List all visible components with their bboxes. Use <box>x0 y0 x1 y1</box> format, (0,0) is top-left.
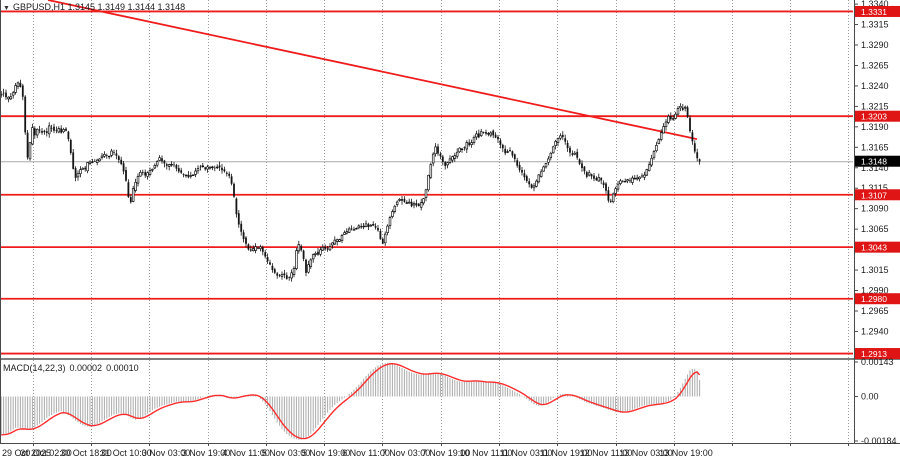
ohlc-quote-values: 1.3145 1.3149 1.3144 1.3148 <box>67 2 186 12</box>
candlestick-layer <box>0 79 701 282</box>
level-price-badge: 1.2980 <box>855 293 900 305</box>
indicator-tick-label: -0.00184 <box>861 436 897 446</box>
time-tick-label: 11 Nov 03:00 <box>500 448 553 458</box>
time-tick-label: 5 Nov 19:00 <box>302 448 351 458</box>
price-tick-label: 1.3165 <box>861 142 889 152</box>
time-tick-label: 13 Nov 03:00 <box>619 448 673 458</box>
indicator-main-value: 0.00002 <box>69 363 103 373</box>
indicator-signal-value: 0.00010 <box>106 363 139 373</box>
macd-signal-line <box>1 363 701 440</box>
time-tick-label: 31 Oct 10:00 <box>100 448 152 458</box>
indicator-name: MACD(14,22,3) <box>3 363 66 373</box>
time-tick-label: 11 Nov 19:00 <box>540 448 593 458</box>
price-tick-label: 1.3240 <box>861 81 889 91</box>
time-tick-label: 7 Nov 19:00 <box>422 448 471 458</box>
time-tick-label: 4 Nov 11:00 <box>222 448 270 458</box>
bull-candle-bodies <box>0 82 687 279</box>
candle-wicks <box>0 79 700 282</box>
svg-text:1.3107: 1.3107 <box>861 190 887 200</box>
price-tick-label: 1.3140 <box>861 163 889 173</box>
svg-text:1.2980: 1.2980 <box>861 294 887 304</box>
time-tick-label: 7 Nov 03:00 <box>382 448 431 458</box>
time-tick-label: 30 Oct 02:00 <box>20 448 72 458</box>
time-tick-label: 10 Nov 11:00 <box>460 448 513 458</box>
indicator-label: MACD(14,22,3) 0.00002 0.00010 <box>3 363 143 373</box>
indicator-tick-label: 0.00143 <box>861 357 894 367</box>
price-tick-label: 1.3090 <box>861 204 889 214</box>
grid-layer <box>33 0 849 443</box>
level-price-badge: 1.3107 <box>855 189 900 201</box>
level-price-badge: 1.3043 <box>855 241 900 253</box>
time-tick-label: 12 Nov 11:00 <box>580 448 633 458</box>
time-tick-label: 5 Nov 03:00 <box>262 448 311 458</box>
bear-candle-bodies <box>2 82 701 279</box>
svg-text:1.3043: 1.3043 <box>861 243 887 253</box>
level-price-badge: 1.3331 <box>855 5 900 17</box>
macd-pane <box>0 362 701 440</box>
pane-separator[interactable] <box>0 358 900 360</box>
chevron-down-icon[interactable]: ▼ <box>3 5 10 12</box>
time-tick-label: 13 Nov 19:00 <box>659 448 713 458</box>
time-tick-label: 30 Oct 18:00 <box>60 448 112 458</box>
price-tick-label: 1.3265 <box>861 60 889 70</box>
indicator-axis[interactable]: 0.00143 0.00 -0.00184 <box>854 357 897 446</box>
price-tick-label: 1.3315 <box>861 20 889 30</box>
indicator-tick-label: 0.00 <box>861 392 879 402</box>
svg-text:1.3148: 1.3148 <box>861 157 887 167</box>
price-tick-label: 1.2940 <box>861 326 889 336</box>
svg-text:1.3331: 1.3331 <box>861 7 887 17</box>
price-tick-label: 1.3015 <box>861 265 889 275</box>
price-tick-label: 1.3290 <box>861 40 889 50</box>
current-price-badge: 1.3148 <box>855 155 900 167</box>
macd-histogram <box>0 362 701 440</box>
symbol-timeframe-label: GBPUSD,H1 <box>12 2 65 12</box>
svg-text:1.2913: 1.2913 <box>861 349 887 359</box>
price-axis[interactable]: 1.3340 1.3315 1.3290 1.3265 1.3240 1.3215 1.31… <box>854 0 900 360</box>
symbol-info: ▼ GBPUSD,H1 1.3145 1.3149 1.3144 1.3148 <box>3 2 185 12</box>
price-tick-label: 1.3190 <box>861 122 889 132</box>
price-tick-label: 1.3065 <box>861 224 889 234</box>
level-price-badge: 1.3203 <box>855 110 900 122</box>
time-tick-label: 29 Oct 2025 <box>2 448 51 458</box>
price-tick-label: 1.3215 <box>861 101 889 111</box>
time-tick-label: 3 Nov 19:00 <box>182 448 231 458</box>
svg-text:1.3203: 1.3203 <box>861 112 887 122</box>
level-price-badge: 1.2913 <box>855 348 900 360</box>
price-tick-label: 1.3340 <box>861 0 889 9</box>
price-tick-label: 1.2990 <box>861 286 889 296</box>
price-tick-label: 1.3115 <box>861 183 888 193</box>
time-tick-label: 6 Nov 11:00 <box>342 448 390 458</box>
time-tick-label: 3 Nov 03:00 <box>142 448 191 458</box>
price-tick-label: 1.2965 <box>861 306 889 316</box>
trend-line[interactable] <box>47 0 698 141</box>
